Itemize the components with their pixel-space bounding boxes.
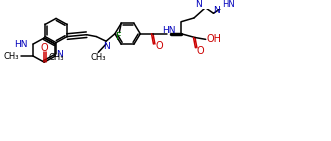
- Text: CH₃: CH₃: [48, 53, 64, 62]
- Text: CH₃: CH₃: [91, 53, 106, 61]
- Text: HN: HN: [14, 40, 27, 49]
- Text: N: N: [195, 0, 202, 9]
- Text: N: N: [56, 50, 63, 59]
- Text: N: N: [213, 6, 220, 15]
- Text: O: O: [155, 41, 163, 51]
- Text: O: O: [40, 43, 48, 53]
- Text: O: O: [196, 46, 204, 56]
- Text: HN: HN: [162, 26, 175, 35]
- Text: HN: HN: [222, 0, 235, 9]
- Text: N: N: [103, 42, 110, 51]
- Text: CH₃: CH₃: [3, 52, 19, 61]
- Text: F: F: [117, 32, 122, 42]
- Text: OH: OH: [206, 34, 221, 44]
